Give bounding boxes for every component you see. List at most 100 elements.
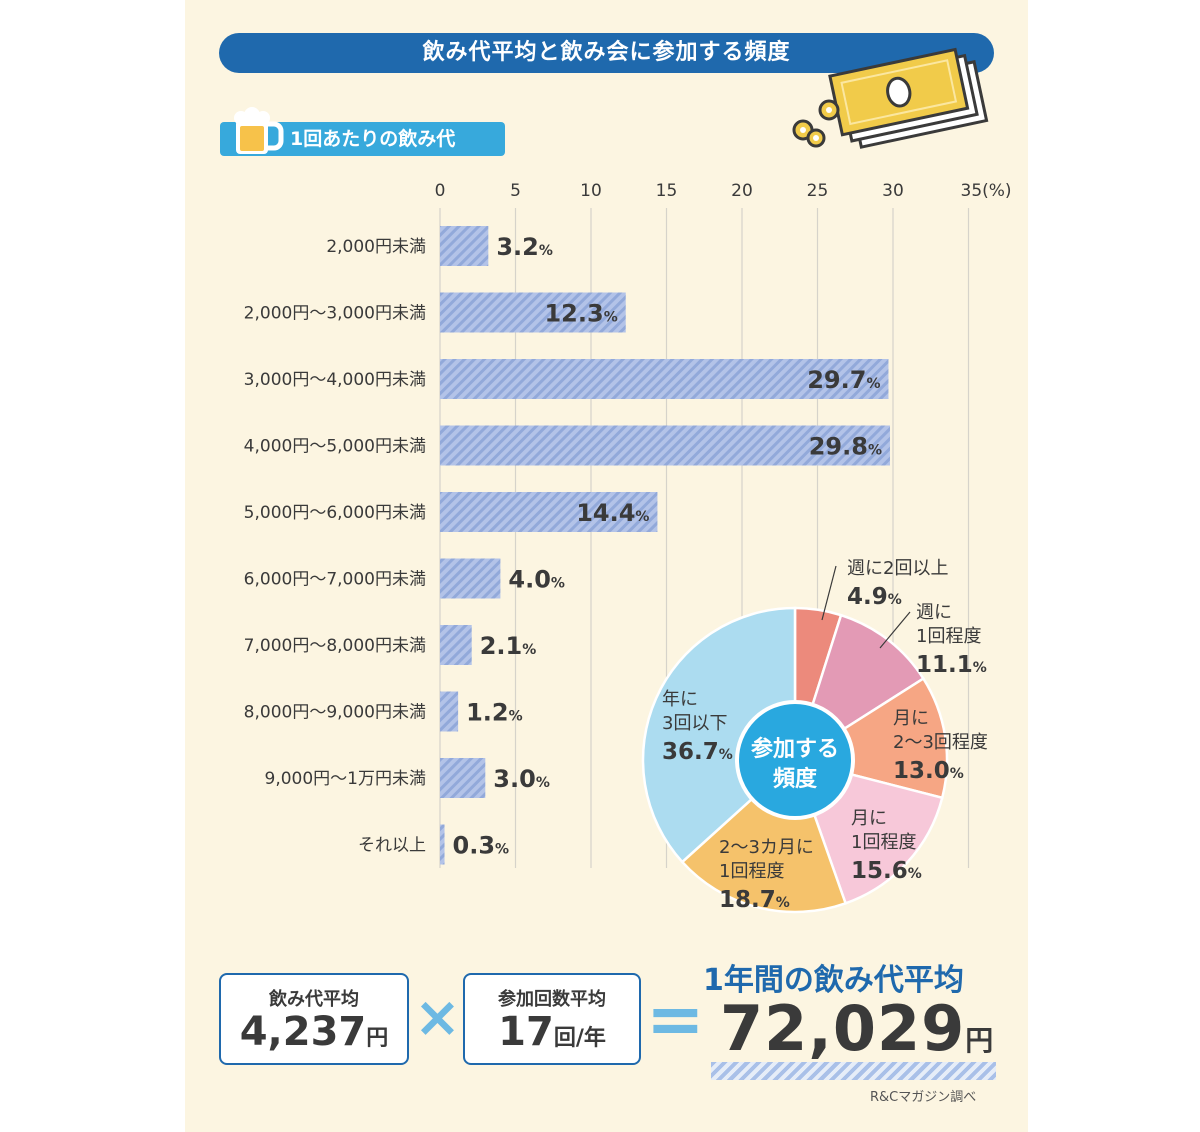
bar-value-number: 12.3 <box>544 300 603 328</box>
slice-value-label: 15.6% <box>851 858 922 884</box>
donut-center <box>735 700 855 820</box>
category-label: 4,000円〜5,000円未満 <box>244 437 426 457</box>
slice-value-number: 36.7 <box>662 739 719 765</box>
avg-count-number: 17 <box>498 1009 554 1055</box>
bar-value-label: 4.0% <box>508 566 565 594</box>
category-label: それ以上 <box>358 836 426 856</box>
slice-value-number: 13.0 <box>893 758 950 784</box>
bar-value-number: 2.1 <box>480 632 523 660</box>
slice-value-label: 36.7% <box>662 739 733 765</box>
x-tick-label: 0 <box>435 181 446 201</box>
section-label-text: 1回あたりの飲み代 <box>290 128 456 150</box>
category-label: 9,000円〜1万円未満 <box>265 769 426 789</box>
chart-area: 0 5 10 15 20 25 30 35(%) 2,000円未満 3.2% 2,000円〜3,0… <box>244 181 1012 914</box>
bar-value-number: 0.3 <box>453 832 496 860</box>
bar <box>440 758 486 798</box>
slice-value-unit: % <box>950 766 964 782</box>
slice-label: 週に2回以上 <box>847 558 948 579</box>
slice-value-label: 18.7% <box>719 887 790 913</box>
total-number: 72,029 <box>720 992 966 1065</box>
bar <box>440 292 626 333</box>
slice-label: 年に <box>662 689 698 710</box>
slice-value-unit: % <box>973 660 987 676</box>
avg-cost-value: 4,237円 <box>221 1009 407 1055</box>
bar-value-unit: % <box>866 376 880 392</box>
leader-line <box>879 611 911 649</box>
equals-sign: = <box>646 978 705 1060</box>
bar <box>440 824 445 865</box>
pie-slice <box>641 606 797 864</box>
slice-label: 1回程度 <box>851 832 916 853</box>
x-tick-label: 25 <box>807 181 829 201</box>
donut-center-label: 参加する <box>751 736 839 762</box>
category-label: 2,000円〜3,000円未満 <box>244 304 426 324</box>
bar-value-unit: % <box>551 576 565 592</box>
beer-mug-icon <box>234 107 284 154</box>
slice-label: 1回程度 <box>916 626 981 647</box>
bar-value-label: 29.7% <box>807 366 880 394</box>
category-label: 3,000円〜4,000円未満 <box>244 370 426 390</box>
bar-value-label: 0.3% <box>453 832 510 860</box>
bar-value-unit: % <box>495 842 509 858</box>
source-note: R&Cマガジン調べ <box>870 1090 977 1105</box>
category-label: 8,000円〜9,000円未満 <box>244 703 426 723</box>
bar <box>440 492 658 532</box>
bar-value-unit: % <box>604 310 618 326</box>
donut-center-label: 頻度 <box>773 766 818 792</box>
category-label: 5,000円〜6,000円未満 <box>244 503 426 523</box>
slice-value-number: 15.6 <box>851 858 908 884</box>
avg-count-label: 参加回数平均 <box>498 989 606 1010</box>
bar-value-unit: % <box>539 243 553 259</box>
infographic-panel <box>185 0 1028 1132</box>
x-tick-label: 20 <box>731 181 753 201</box>
slice-value-unit: % <box>908 866 922 882</box>
slice-label: 月に <box>893 708 929 729</box>
total-unit: 円 <box>965 1024 994 1057</box>
bar-value-number: 1.2 <box>466 699 509 727</box>
bar <box>440 691 459 732</box>
slice-label: 1回程度 <box>719 861 784 882</box>
bar-value-number: 3.0 <box>493 765 536 793</box>
x-tick-label: 30 <box>882 181 904 201</box>
bar-value-unit: % <box>522 642 536 658</box>
bar-value-number: 4.0 <box>508 566 551 594</box>
x-tick-label: 5 <box>510 181 521 201</box>
x-axis-ticks: 0 5 10 15 20 25 30 35(%) <box>435 181 1012 201</box>
bar-value-unit: % <box>509 709 523 725</box>
category-label: 7,000円〜8,000円未満 <box>244 636 426 656</box>
bar-value-unit: % <box>868 443 882 459</box>
x-tick-label: 15 <box>656 181 678 201</box>
slice-label: 2〜3カ月に <box>719 837 814 858</box>
avg-cost-unit: 円 <box>366 1026 389 1051</box>
category-label: 2,000円未満 <box>326 237 426 257</box>
slice-value-number: 11.1 <box>916 652 973 678</box>
multiply-sign: × <box>414 985 461 1050</box>
total-value: 72,029円 <box>720 992 1000 1065</box>
bar-value-label: 29.8% <box>809 433 882 461</box>
donut-chart: 参加する頻度 週に2回以上 4.9% 週に 1回程度 11.1% 月に 2〜3回程度 13.0%… <box>641 558 988 914</box>
slice-value-number: 4.9 <box>847 584 888 610</box>
bar-value-unit: % <box>635 509 649 525</box>
avg-cost-label: 飲み代平均 <box>269 989 359 1010</box>
bar-value-unit: % <box>536 775 550 791</box>
bar-series: 2,000円未満 3.2% 2,000円〜3,000円未満 12.3% 3,000円〜4… <box>244 226 890 865</box>
title-bar: 飲み代平均と飲み会に参加する頻度 <box>219 33 994 73</box>
x-tick-label: 10 <box>580 181 602 201</box>
slice-label: 2〜3回程度 <box>893 732 988 753</box>
bar-value-number: 14.4 <box>576 499 635 527</box>
slice-value-unit: % <box>776 895 790 911</box>
total-underline <box>711 1062 996 1080</box>
slice-value-label: 4.9% <box>847 584 902 610</box>
bar-value-label: 12.3% <box>544 300 617 328</box>
x-tick-label: 35(%) <box>961 181 1012 201</box>
slice-label: 週に <box>916 602 952 623</box>
slice-label: 月に <box>851 808 887 829</box>
bar <box>440 226 489 266</box>
category-label: 6,000円〜7,000円未満 <box>244 570 426 590</box>
leader-line <box>821 565 837 621</box>
coins-icon <box>792 99 840 148</box>
bar-value-number: 29.7 <box>807 366 866 394</box>
avg-count-value: 17回/年 <box>465 1009 639 1055</box>
bar <box>440 425 890 466</box>
bar <box>440 359 889 399</box>
